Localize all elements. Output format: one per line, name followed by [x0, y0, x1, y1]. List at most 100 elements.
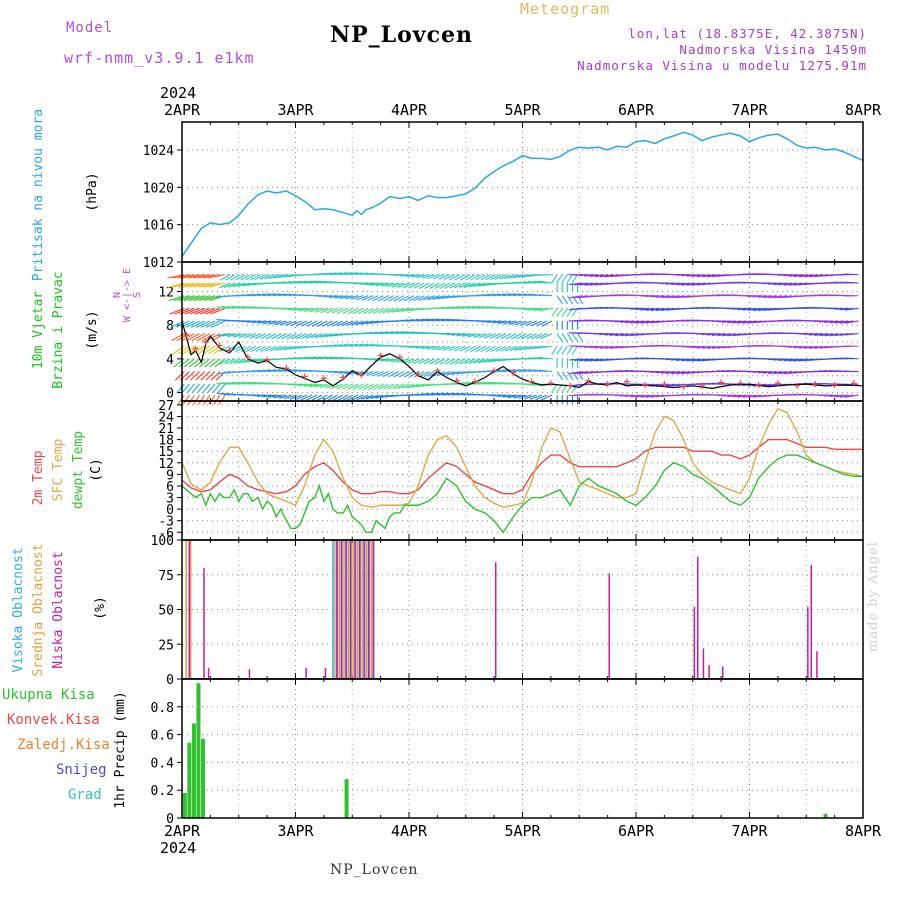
wind-barb [402, 282, 415, 289]
wind-barb [316, 394, 328, 401]
cloud-ylabel-mid: Srednja Oblacnost [31, 543, 46, 676]
bottom-x-tick-label: 4APR [391, 822, 428, 840]
wind-barb [432, 295, 445, 300]
wind-barb [757, 295, 772, 298]
wind-barb [334, 295, 348, 299]
wind-barb [524, 394, 537, 400]
wind-barb [530, 320, 543, 327]
wind-barb [400, 331, 415, 335]
wind-barb [788, 282, 803, 286]
wind-barb [599, 274, 614, 278]
wind-barb [594, 274, 609, 278]
pressure-panel: 1012 1016 1020 1024 [143, 122, 864, 271]
wind-barb [722, 320, 736, 323]
cloud-ylabel-low: Niska Oblacnost [51, 551, 66, 668]
wind-barb [523, 345, 537, 351]
wind-barb [660, 370, 675, 374]
wind-barb [390, 331, 404, 335]
wind-barb [357, 307, 369, 315]
wind-barb [221, 305, 236, 309]
wind-barb [426, 318, 440, 322]
wind-barb [260, 345, 272, 352]
wind-barb [301, 333, 313, 340]
wind-barb [481, 320, 496, 323]
wind-barb [529, 394, 542, 400]
wind-barb [676, 282, 690, 286]
wind-barb [263, 320, 277, 325]
wind-barb [604, 345, 619, 350]
wind-barb [655, 370, 670, 374]
wind-barb [793, 282, 808, 286]
wind-barb [454, 274, 466, 281]
wind-barb [370, 394, 384, 400]
wind-speed-mark [471, 378, 478, 385]
altitude-label: Nadmorska Visina 1459m [679, 42, 867, 57]
top-x-tick-label: 4APR [391, 101, 428, 119]
wind-barb [230, 274, 241, 281]
wind-barb [625, 333, 639, 337]
wind-barb [265, 345, 277, 352]
wind-barb [273, 320, 287, 326]
wind-barb [380, 358, 394, 362]
wind-barb [393, 371, 405, 378]
wind-barb [415, 345, 430, 349]
wind-barb [327, 394, 338, 402]
wind-barb [272, 293, 287, 297]
wind-barb [218, 394, 226, 405]
wind-barb [579, 282, 593, 286]
wind-barb [505, 333, 517, 340]
lonlat-label: lon,lat (18.8375E, 42.3875N) [628, 26, 867, 41]
wind-barb [311, 320, 323, 327]
wind-barb [186, 383, 195, 394]
wind-barb [676, 295, 690, 299]
wind-speed-mark [415, 371, 422, 378]
wind-barb [189, 307, 205, 315]
wind-barb [619, 320, 634, 323]
wind-barb [368, 383, 379, 391]
wind-barb [513, 394, 527, 399]
wind-barb [213, 345, 226, 355]
precip-bar [344, 779, 349, 818]
wind-barb [449, 274, 461, 281]
wind-barb [763, 307, 777, 311]
wind-barb [365, 320, 379, 325]
wind-barb [635, 394, 650, 398]
wind-barb [426, 345, 440, 350]
wind-barb [844, 307, 859, 311]
wind-barb [206, 320, 221, 328]
wind-ylabel-2: Brzina i Pravac [51, 271, 66, 388]
wind-barb [773, 358, 788, 361]
wind-barb [839, 394, 854, 398]
wind-barb [250, 274, 262, 281]
temp-ylabel-dewpt: dewpt Temp [71, 431, 86, 509]
wind-barb [464, 358, 476, 365]
wind-barb [242, 282, 256, 287]
temp-series-line-1 [181, 407, 864, 508]
wind-barb [824, 394, 839, 397]
wind-barb [517, 293, 532, 297]
wind-speed-mark [642, 381, 649, 388]
y-tick-label: 18 [158, 434, 174, 449]
wind-barb [459, 274, 471, 281]
wind-barb [422, 295, 435, 301]
y-tick-label: 1016 [143, 219, 174, 234]
wind-barb [432, 345, 445, 351]
wind-barb [406, 383, 420, 389]
wind-barb [395, 331, 410, 335]
wind-barb [783, 358, 798, 362]
precip-legend-item: Konvek.Kisa [7, 712, 100, 728]
wind-barb [523, 368, 537, 373]
wind-barb [507, 293, 522, 297]
wind-barb [449, 358, 461, 365]
wind-barb [262, 369, 277, 373]
wind-barb [385, 331, 399, 335]
wind-barb [322, 394, 333, 401]
bottom-x-tick-label: 2APR [164, 822, 201, 840]
wind-barb [604, 333, 619, 336]
wind-barb [707, 274, 721, 278]
wind-barb [208, 282, 226, 288]
wind-barb [403, 295, 415, 302]
wind-barb [420, 393, 435, 396]
wind-barb [829, 333, 844, 337]
